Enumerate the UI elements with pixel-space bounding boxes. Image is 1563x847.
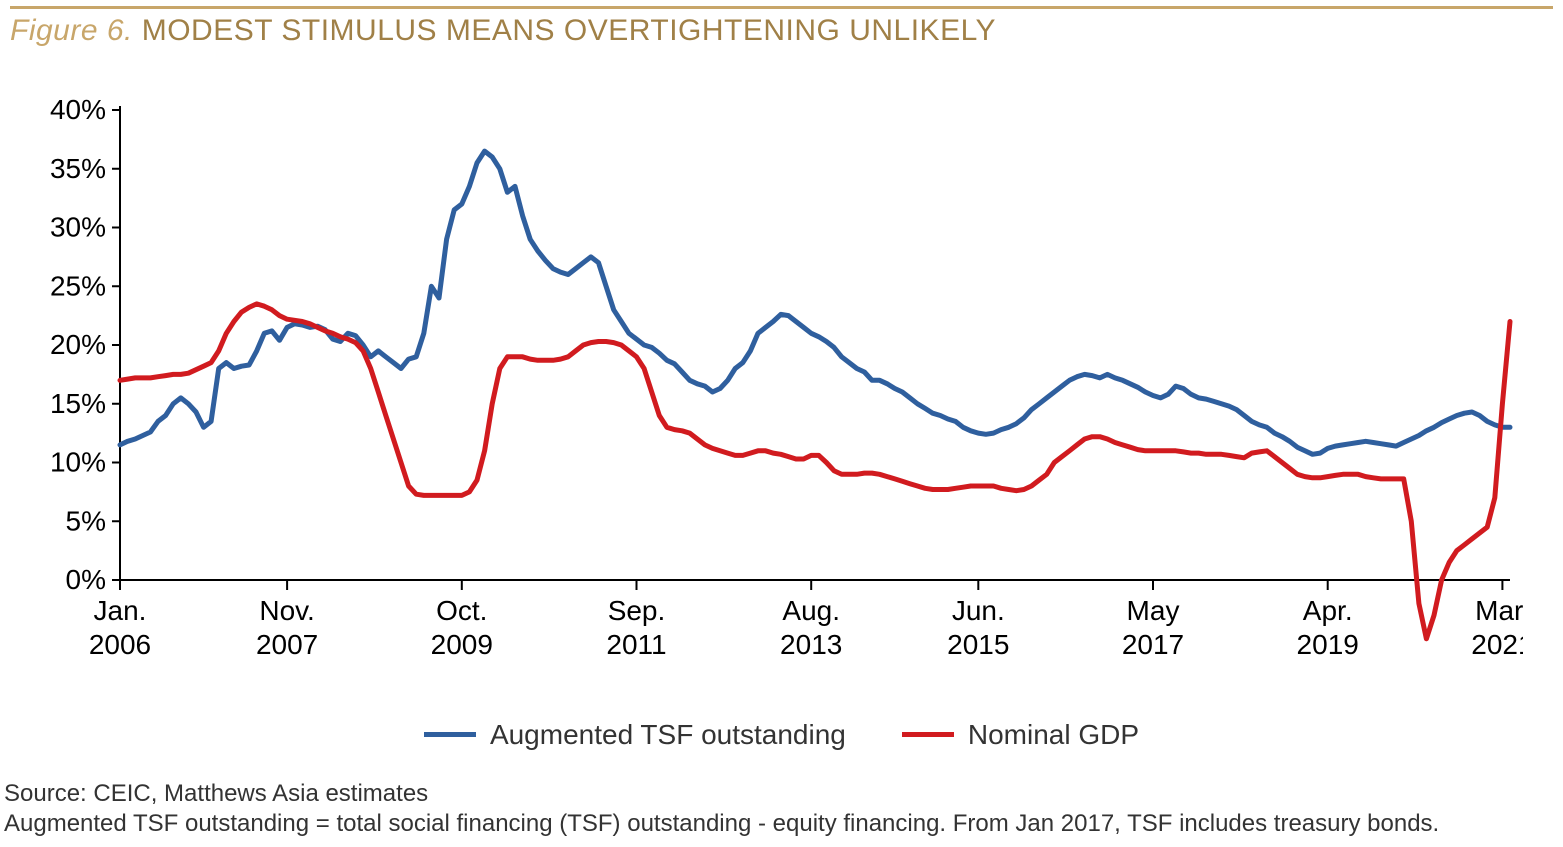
chart-area: 0%5%10%15%20%25%30%35%40%Jan.2006Nov.200… xyxy=(40,70,1523,700)
svg-text:Aug.: Aug. xyxy=(782,595,840,626)
legend-label: Augmented TSF outstanding xyxy=(490,719,846,751)
svg-text:May: May xyxy=(1127,595,1180,626)
svg-text:2015: 2015 xyxy=(947,629,1009,660)
svg-text:25%: 25% xyxy=(50,270,106,301)
svg-text:2013: 2013 xyxy=(780,629,842,660)
legend-label: Nominal GDP xyxy=(968,719,1139,751)
source-line-2: Augmented TSF outstanding = total social… xyxy=(4,809,1439,839)
figure-title: Figure 6. MODEST STIMULUS MEANS OVERTIGH… xyxy=(10,14,996,48)
legend-item: Augmented TSF outstanding xyxy=(424,719,846,751)
legend-swatch xyxy=(424,732,476,737)
svg-text:15%: 15% xyxy=(50,388,106,419)
line-chart: 0%5%10%15%20%25%30%35%40%Jan.2006Nov.200… xyxy=(40,70,1523,700)
svg-text:Jun.: Jun. xyxy=(952,595,1005,626)
legend: Augmented TSF outstanding Nominal GDP xyxy=(0,712,1563,751)
svg-text:5%: 5% xyxy=(66,505,106,536)
svg-text:0%: 0% xyxy=(66,564,106,595)
title-rule xyxy=(10,6,1553,9)
figure-container: Figure 6. MODEST STIMULUS MEANS OVERTIGH… xyxy=(0,0,1563,847)
svg-text:2017: 2017 xyxy=(1122,629,1184,660)
svg-text:2011: 2011 xyxy=(606,629,666,660)
source-line-1: Source: CEIC, Matthews Asia estimates xyxy=(4,779,1439,809)
svg-text:40%: 40% xyxy=(50,94,106,125)
legend-swatch xyxy=(902,732,954,737)
svg-text:30%: 30% xyxy=(50,212,106,243)
legend-item: Nominal GDP xyxy=(902,719,1139,751)
source-note: Source: CEIC, Matthews Asia estimates Au… xyxy=(4,779,1439,839)
svg-text:35%: 35% xyxy=(50,153,106,184)
svg-text:Jan.: Jan. xyxy=(94,595,147,626)
svg-text:Apr.: Apr. xyxy=(1303,595,1353,626)
svg-text:Mar.: Mar. xyxy=(1475,595,1523,626)
svg-text:2021: 2021 xyxy=(1471,629,1523,660)
svg-text:Nov.: Nov. xyxy=(259,595,315,626)
figure-title-text: MODEST STIMULUS MEANS OVERTIGHTENING UNL… xyxy=(142,14,996,47)
svg-text:20%: 20% xyxy=(50,329,106,360)
svg-text:Sep.: Sep. xyxy=(608,595,666,626)
svg-text:10%: 10% xyxy=(50,447,106,478)
svg-text:2007: 2007 xyxy=(256,629,318,660)
svg-text:2019: 2019 xyxy=(1297,629,1359,660)
svg-text:2006: 2006 xyxy=(89,629,151,660)
svg-text:Oct.: Oct. xyxy=(436,595,487,626)
svg-text:2009: 2009 xyxy=(431,629,493,660)
figure-number: Figure 6. xyxy=(10,14,133,47)
